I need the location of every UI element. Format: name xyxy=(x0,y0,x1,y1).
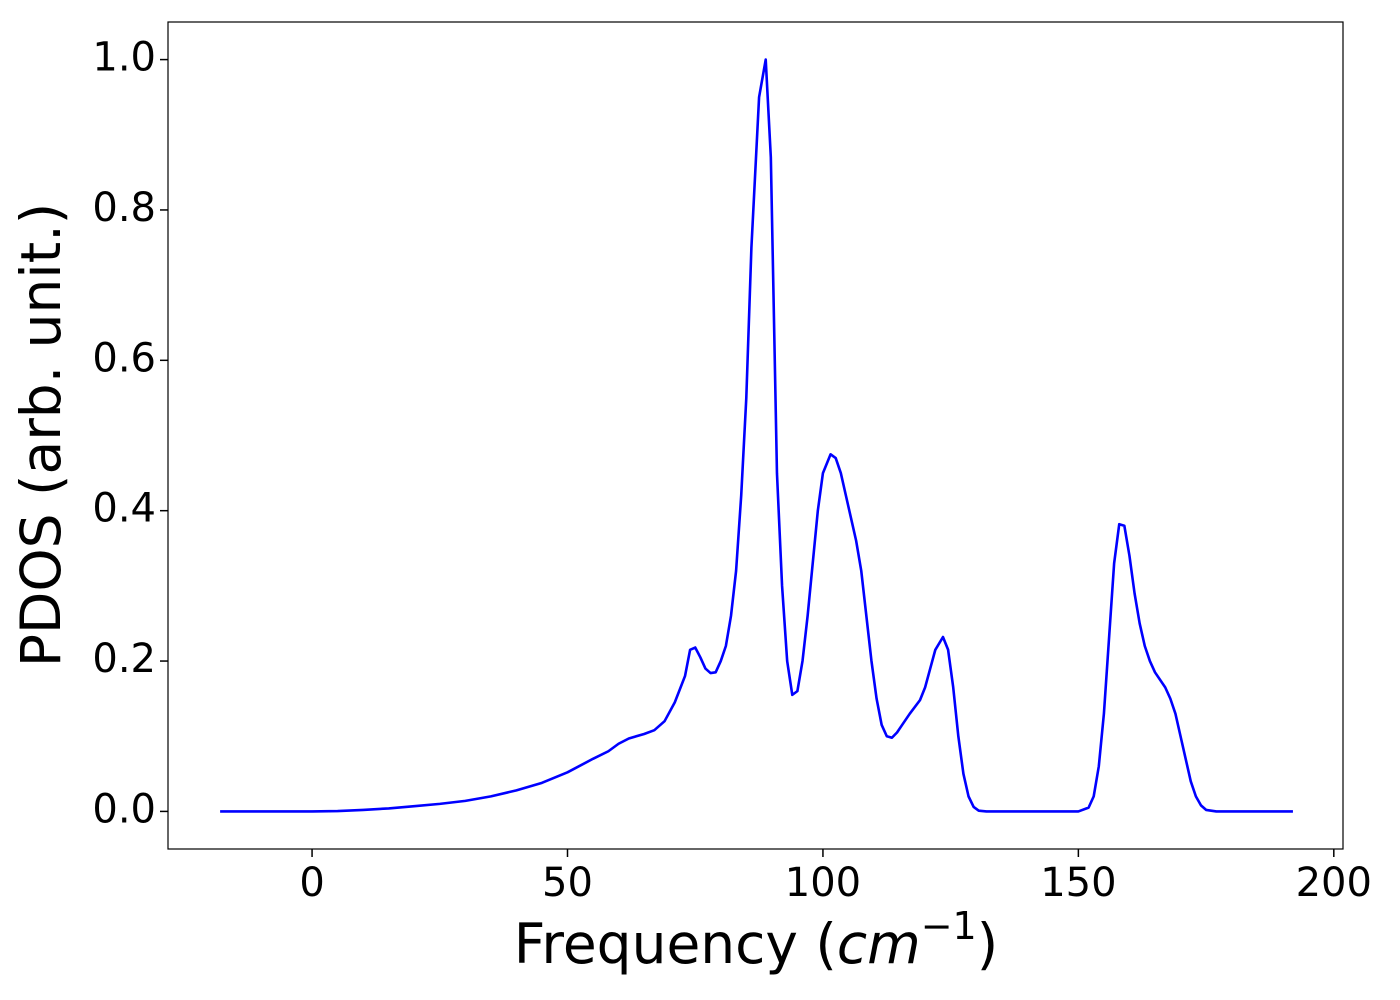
x-label-text: Frequency ( xyxy=(514,912,837,976)
plot-frame xyxy=(167,21,1344,850)
data-line xyxy=(220,58,1293,813)
y-tick-label: 0.0 xyxy=(92,786,156,832)
y-tick-label: 0.8 xyxy=(92,185,156,231)
x-tick-label: 0 xyxy=(299,860,324,906)
x-tick-label: 50 xyxy=(542,860,593,906)
y-tick-label: 0.6 xyxy=(92,335,156,381)
y-tick-label: 0.4 xyxy=(92,486,156,532)
y-tick-label: 1.0 xyxy=(92,35,156,81)
y-tick-label: 0.2 xyxy=(92,636,156,682)
x-tick-label: 100 xyxy=(785,860,861,906)
x-label-superscript: −1 xyxy=(921,904,977,948)
x-tick-label: 200 xyxy=(1296,860,1372,906)
x-label-math: cm xyxy=(837,912,921,976)
x-tick-label: 150 xyxy=(1040,860,1116,906)
x-axis-label: Frequency (cm−1) xyxy=(514,904,998,977)
y-axis-label: PDOS (arb. unit.) xyxy=(9,203,73,667)
x-label-text-close: ) xyxy=(977,912,998,976)
